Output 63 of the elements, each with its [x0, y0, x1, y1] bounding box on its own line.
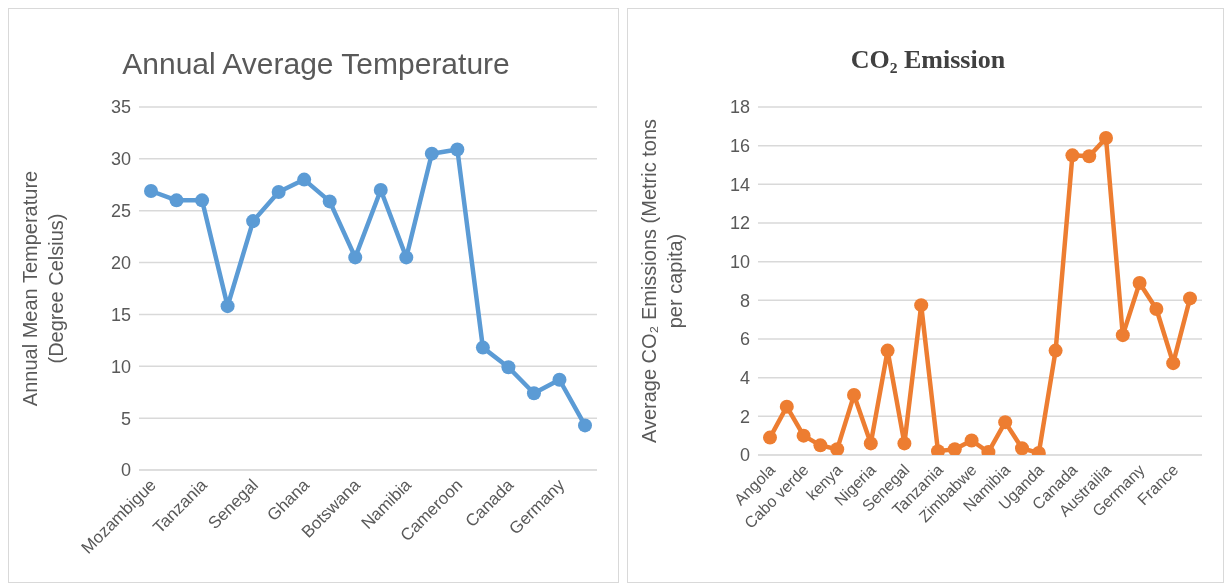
- point: [348, 250, 363, 265]
- point: [169, 193, 184, 208]
- y-tick-label: 5: [120, 408, 131, 429]
- chart-title: CO₂ Emission: [849, 45, 1007, 75]
- y-tick-label: 0: [120, 460, 131, 481]
- y-axis-title: Annual Mean Temperature (Degree Celsius): [19, 170, 67, 407]
- point: [863, 436, 878, 451]
- point: [762, 430, 777, 445]
- y-tick-label: 16: [729, 136, 750, 157]
- point: [220, 299, 235, 314]
- point: [1182, 291, 1197, 306]
- point: [1115, 328, 1130, 343]
- point: [246, 214, 261, 229]
- point: [1014, 441, 1029, 455]
- point: [1098, 130, 1113, 145]
- point: [796, 428, 811, 443]
- point: [552, 372, 567, 387]
- point: [830, 442, 845, 455]
- y-tick-label: 15: [110, 304, 131, 325]
- point: [1065, 148, 1080, 163]
- y-tick-label: 18: [729, 97, 750, 118]
- point: [846, 388, 861, 403]
- point: [450, 142, 465, 157]
- y-tick-label: 8: [739, 290, 750, 311]
- point: [947, 442, 962, 455]
- chart-title: Annual Average Temperature: [121, 47, 511, 81]
- y-tick-label: 10: [729, 252, 750, 273]
- y-tick-label: 35: [110, 97, 131, 118]
- point: [813, 438, 828, 453]
- point: [578, 418, 592, 433]
- y-tick-label: 14: [729, 174, 750, 195]
- point: [914, 298, 929, 313]
- point: [195, 193, 210, 208]
- y-tick-label: 6: [739, 329, 750, 350]
- point: [998, 415, 1013, 430]
- y-tick-label: 12: [729, 213, 750, 234]
- y-tick-label: 10: [110, 356, 131, 377]
- y-axis-title: Average CO₂ Emissions (Metric tons per capita): [637, 118, 686, 444]
- y-tick-label: 25: [110, 201, 131, 222]
- point: [964, 433, 979, 448]
- point: [144, 184, 158, 199]
- point: [1048, 343, 1063, 358]
- y-tick-label: 4: [739, 368, 750, 389]
- point: [1132, 275, 1147, 290]
- point: [322, 194, 337, 209]
- y-tick-label: 2: [739, 406, 750, 427]
- point: [424, 146, 439, 161]
- y-tick-label: 20: [110, 252, 131, 273]
- y-tick-label: 0: [739, 445, 750, 466]
- y-tick-label: 30: [110, 149, 131, 170]
- point: [897, 436, 912, 451]
- point: [271, 185, 286, 200]
- point: [475, 340, 490, 355]
- point: [880, 343, 895, 358]
- point: [399, 250, 414, 265]
- point: [1166, 356, 1181, 371]
- point: [779, 399, 794, 414]
- point: [501, 360, 516, 375]
- point: [1149, 302, 1164, 317]
- point: [526, 386, 541, 401]
- point: [373, 182, 388, 197]
- point: [1082, 149, 1097, 164]
- point: [297, 172, 312, 187]
